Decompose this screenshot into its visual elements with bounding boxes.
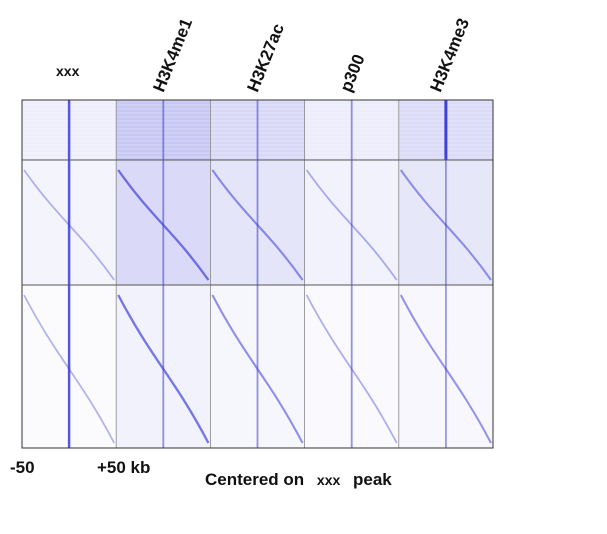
caption-marker: xxx (316, 472, 341, 488)
caption-prefix: Centered on (205, 470, 305, 489)
column-label-xxx: xxx (56, 63, 80, 79)
heatmap-frame (21, 99, 494, 449)
caption-suffix: peak (353, 470, 392, 489)
axis-right-label: +50 kb (97, 458, 151, 477)
axis-left-label: -50 (10, 458, 35, 477)
caption: Centered on xxx peak (205, 470, 392, 490)
